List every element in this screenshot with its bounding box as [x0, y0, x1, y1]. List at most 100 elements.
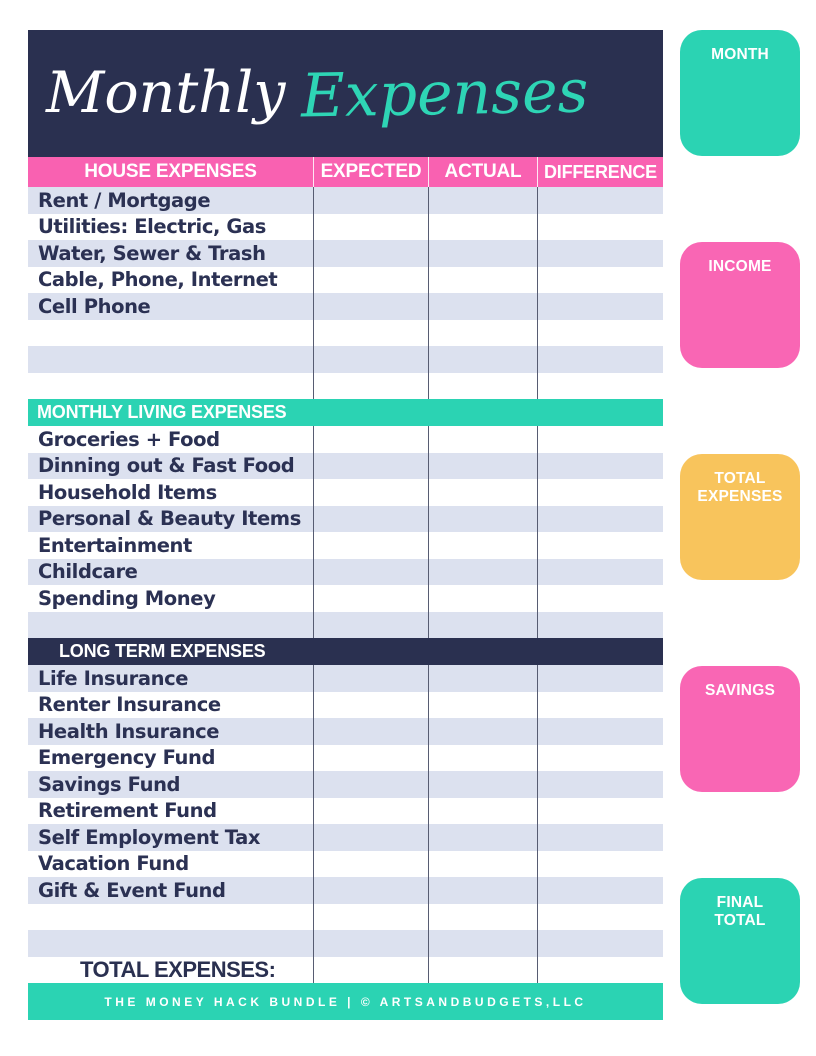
expected-cell	[313, 319, 428, 346]
difference-cell	[537, 585, 663, 612]
expense-row: Retirement Fund	[28, 797, 663, 824]
expected-cell	[313, 585, 428, 612]
actual-cell	[428, 558, 537, 585]
expense-row: Cable, Phone, Internet	[28, 266, 663, 293]
expected-cell	[313, 505, 428, 532]
expected-cell	[313, 479, 428, 506]
difference-cell	[537, 771, 663, 798]
monthly-living-expenses-rows: Groceries + Food Dinning out & Fast Food H…	[28, 426, 663, 638]
difference-cell	[537, 903, 663, 930]
house-expenses-rows: Rent / Mortgage Utilities: Electric, Gas W…	[28, 187, 663, 399]
expense-row: Water, Sewer & Trash	[28, 240, 663, 267]
actual-cell	[428, 903, 537, 930]
page-title-monthly: Monthly	[46, 60, 286, 126]
actual-cell	[428, 691, 537, 718]
actual-cell	[428, 611, 537, 638]
expense-row: Emergency Fund	[28, 744, 663, 771]
expense-row-label: Water, Sewer & Trash	[38, 241, 266, 265]
column-header-expected: EXPECTED	[313, 157, 428, 187]
expected-cell	[313, 187, 428, 214]
page-title-expenses: Expenses	[300, 55, 590, 132]
expected-cell	[313, 213, 428, 240]
difference-cell	[537, 850, 663, 877]
actual-cell	[428, 319, 537, 346]
expense-row-label: Vacation Fund	[38, 852, 189, 876]
expense-row-label: Utilities: Electric, Gas	[38, 215, 266, 239]
expected-cell	[313, 346, 428, 373]
difference-cell	[537, 452, 663, 479]
final-total-box: FINAL TOTAL	[680, 878, 800, 1004]
expected-cell	[313, 956, 428, 983]
expense-row: Life Insurance	[28, 665, 663, 692]
expense-row: Groceries + Food	[28, 426, 663, 453]
actual-cell	[428, 532, 537, 559]
section-header-long-term-expenses: LONG TERM EXPENSES	[28, 638, 663, 665]
footer-credit: THE MONEY HACK BUNDLE | © ARTSANDBUDGETS…	[28, 983, 663, 1020]
actual-cell	[428, 479, 537, 506]
difference-cell	[537, 240, 663, 267]
total-expenses-label: TOTAL EXPENSES:	[80, 956, 276, 982]
expense-row-label	[28, 904, 313, 931]
expense-row	[28, 372, 663, 399]
expense-row: Savings Fund	[28, 771, 663, 798]
difference-cell	[537, 611, 663, 638]
difference-cell	[537, 372, 663, 399]
difference-cell	[537, 930, 663, 957]
expense-row-label	[28, 346, 313, 373]
actual-cell	[428, 452, 537, 479]
total-expenses-row: TOTAL EXPENSES:	[28, 956, 663, 983]
expense-row	[28, 319, 663, 347]
column-header-difference: DIFFERENCE	[537, 157, 663, 187]
total-expenses-box: TOTAL EXPENSES	[680, 454, 800, 580]
expense-row-label	[28, 930, 313, 957]
actual-cell	[428, 850, 537, 877]
long-term-expenses-rows: Life Insurance Renter Insurance Health Ins…	[28, 665, 663, 983]
expense-row: Personal & Beauty Items	[28, 505, 663, 532]
actual-cell	[428, 426, 537, 453]
difference-cell	[537, 293, 663, 320]
expected-cell	[313, 824, 428, 851]
actual-cell	[428, 293, 537, 320]
expected-cell	[313, 797, 428, 824]
expense-row-label: Renter Insurance	[38, 693, 221, 717]
expense-row-label: Emergency Fund	[38, 746, 216, 770]
expected-cell	[313, 691, 428, 718]
difference-cell	[537, 665, 663, 692]
difference-cell	[537, 213, 663, 240]
summary-sidebar: MONTH INCOME TOTAL EXPENSES SAVINGS FINA…	[680, 30, 800, 1004]
difference-cell	[537, 744, 663, 771]
expected-cell	[313, 426, 428, 453]
expense-row-label: Life Insurance	[38, 666, 189, 690]
actual-cell	[428, 797, 537, 824]
expense-row-label	[28, 320, 313, 347]
expense-row-label: Childcare	[38, 560, 138, 584]
difference-cell	[537, 877, 663, 904]
expense-row	[28, 903, 663, 931]
expense-row: Vacation Fund	[28, 850, 663, 877]
difference-cell	[537, 532, 663, 559]
actual-cell	[428, 266, 537, 293]
actual-cell	[428, 505, 537, 532]
expected-cell	[313, 850, 428, 877]
actual-cell	[428, 824, 537, 851]
expense-row-label: Health Insurance	[38, 719, 220, 743]
expense-row: Spending Money	[28, 585, 663, 612]
actual-cell	[428, 585, 537, 612]
actual-cell	[428, 718, 537, 745]
expense-row	[28, 930, 663, 957]
difference-cell	[537, 319, 663, 346]
difference-cell	[537, 505, 663, 532]
expense-row: Cell Phone	[28, 293, 663, 320]
income-box: INCOME	[680, 242, 800, 368]
expense-row: Utilities: Electric, Gas	[28, 213, 663, 240]
actual-cell	[428, 744, 537, 771]
actual-cell	[428, 877, 537, 904]
sheet-title-banner: Monthly Expenses	[28, 30, 663, 157]
expense-sheet: Monthly Expenses HOUSE EXPENSES EXPECTED…	[28, 30, 663, 1020]
difference-cell	[537, 346, 663, 373]
expense-row-label: Cable, Phone, Internet	[38, 268, 278, 292]
expense-row	[28, 346, 663, 373]
difference-cell	[537, 558, 663, 585]
expected-cell	[313, 532, 428, 559]
expense-row	[28, 611, 663, 638]
